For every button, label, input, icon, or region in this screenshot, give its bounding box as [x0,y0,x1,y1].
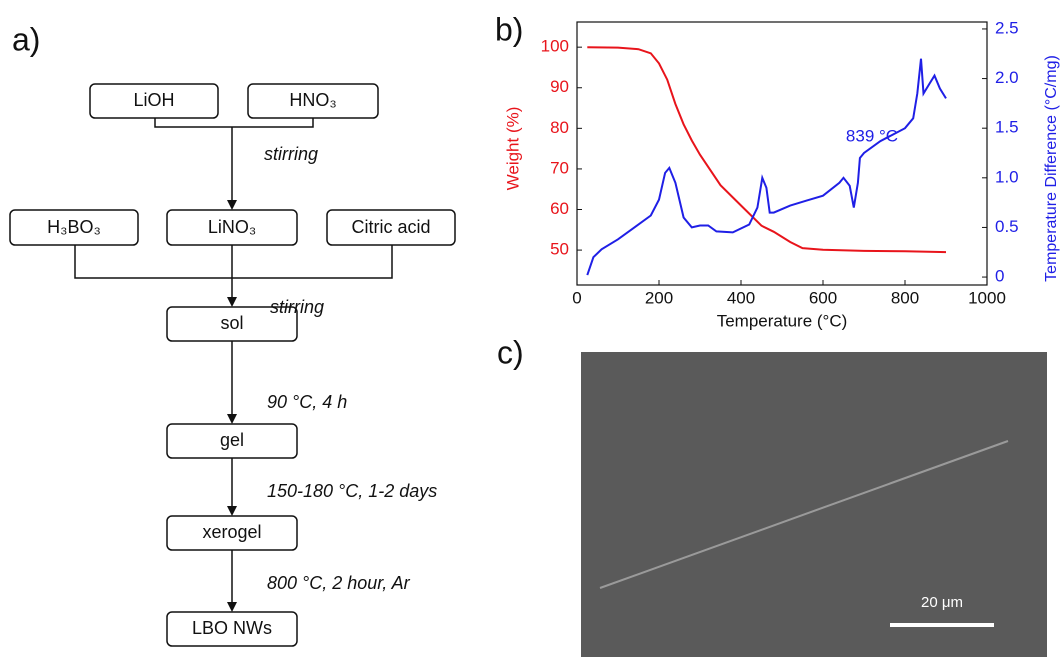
sem-image: 20 μm [581,352,1047,657]
x-tick-label: 0 [572,288,581,307]
y2-tick-label: 2.5 [995,18,1019,37]
y2-tick-label: 0 [995,267,1004,286]
step-label: 150-180 °C, 1-2 days [267,481,437,501]
plot-frame [577,22,987,285]
y-tick-label: 100 [541,37,569,56]
panel-label: b) [495,11,523,47]
step-label: 800 °C, 2 hour, Ar [267,573,411,593]
y-tick-label: 60 [550,199,569,218]
y2-tick-label: 1.5 [995,118,1019,137]
node-label: HNO₃ [289,90,336,110]
x-tick-label: 600 [809,288,837,307]
y-tick-label: 90 [550,77,569,96]
y-axis-label: Weight (%) [503,107,522,191]
node-label: Citric acid [351,217,430,237]
node-label: LiOH [133,90,174,110]
y2-tick-label: 2.0 [995,68,1019,87]
panel-label: c) [497,334,524,370]
x-tick-label: 800 [891,288,919,307]
figure: a) b) c) LiOH HNO₃ H₃BO₃ LiNO₃ Citric ac… [0,0,1063,657]
series-line [587,59,946,275]
node-label: LBO NWs [192,618,272,638]
y2-axis-label: Temperature Difference (°C/mg) [1043,55,1060,282]
node-label: gel [220,430,244,450]
step-label: 90 °C, 4 h [267,392,347,412]
x-tick-label: 200 [645,288,673,307]
y-tick-label: 80 [550,118,569,137]
x-axis-label: Temperature (°C) [717,311,848,330]
panel-label: a) [12,21,40,57]
x-tick-label: 400 [727,288,755,307]
y-tick-label: 70 [550,158,569,177]
y2-tick-label: 1.0 [995,167,1019,186]
node-label: H₃BO₃ [47,217,101,237]
node-label: xerogel [202,522,261,542]
x-tick-label: 1000 [968,288,1006,307]
y-tick-label: 50 [550,240,569,259]
scale-label: 20 μm [921,594,963,611]
node-label: sol [220,313,243,333]
step-label: stirring [270,297,324,317]
y2-tick-label: 0.5 [995,217,1019,236]
node-label: LiNO₃ [208,217,256,237]
step-label: stirring [264,144,318,164]
